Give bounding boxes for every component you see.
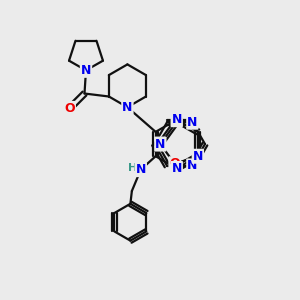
Text: N: N bbox=[172, 113, 182, 126]
Text: N: N bbox=[122, 101, 133, 114]
Text: N: N bbox=[193, 150, 203, 163]
Text: N: N bbox=[81, 64, 91, 77]
Text: N: N bbox=[187, 116, 197, 129]
Text: N: N bbox=[155, 138, 166, 151]
Text: N: N bbox=[172, 162, 182, 175]
Text: O: O bbox=[64, 102, 75, 115]
Text: N: N bbox=[136, 163, 146, 176]
Text: O: O bbox=[169, 157, 180, 170]
Text: H: H bbox=[128, 163, 137, 173]
Text: N: N bbox=[187, 159, 197, 172]
